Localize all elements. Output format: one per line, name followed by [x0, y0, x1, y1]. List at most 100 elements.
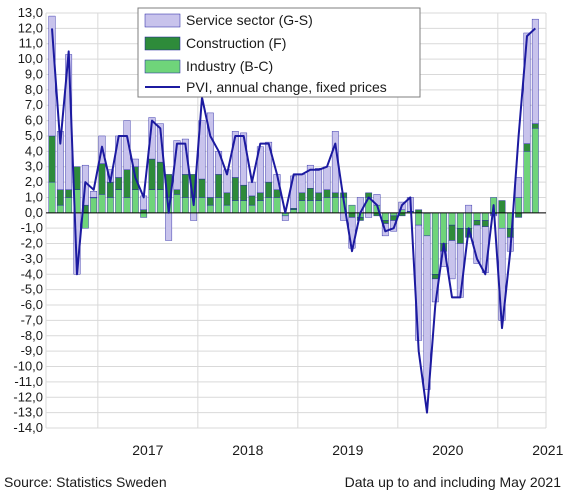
y-tick-label: 3,0	[25, 159, 43, 174]
y-axis-ticks: 13,012,011,010,09,08,07,06,05,04,03,02,0…	[13, 5, 43, 435]
bar-segment	[181, 138, 189, 175]
bar-segment	[515, 197, 523, 214]
year-label: 2020	[432, 442, 463, 458]
bar-segment	[115, 177, 123, 190]
year-label: 2021	[532, 442, 563, 458]
bar-segment	[531, 18, 539, 124]
bar-segment	[323, 189, 331, 198]
y-tick-label: -10,0	[13, 359, 43, 374]
pvi-series-line	[51, 27, 536, 414]
legend-swatch-industry	[144, 59, 181, 74]
bar-segment	[115, 189, 123, 214]
bar-segment	[515, 212, 523, 218]
bar-segment	[248, 195, 256, 206]
y-tick-label: 2,0	[25, 174, 43, 189]
bar-segment	[156, 161, 164, 190]
bar-segment	[473, 220, 481, 226]
bar-segment	[148, 117, 156, 160]
y-tick-label: 12,0	[18, 20, 43, 35]
bar-segment	[531, 123, 539, 129]
bar-segment	[498, 200, 506, 214]
bar-segment	[231, 200, 239, 214]
bar-segment	[456, 227, 464, 244]
bar-segment	[206, 204, 214, 214]
x-axis-year-labels: 2017 2018 2019 2020 2021	[132, 442, 563, 458]
bar-segment	[90, 191, 98, 198]
bar-segment	[423, 235, 431, 390]
year-label: 2018	[232, 442, 263, 458]
y-tick-label: -2,0	[21, 236, 43, 251]
legend-box	[137, 7, 421, 98]
bar-segment	[273, 197, 281, 214]
bar-segment	[231, 177, 239, 201]
bar-segment	[190, 212, 198, 221]
y-tick-label: -3,0	[21, 251, 43, 266]
bar-segment	[206, 197, 214, 206]
y-tick-label: -7,0	[21, 312, 43, 327]
year-label: 2019	[332, 442, 363, 458]
bar-segment	[331, 192, 339, 198]
bar-segment	[256, 192, 264, 201]
bar-segment	[148, 158, 156, 190]
bar-segment	[123, 197, 131, 214]
legend-label-pvi: PVI, annual change, fixed prices	[186, 79, 387, 95]
legend-swatch-service	[144, 13, 181, 28]
y-tick-label: -12,0	[13, 389, 43, 404]
bar-segment	[56, 204, 64, 214]
bar-segment	[98, 163, 106, 195]
y-tick-label: 4,0	[25, 143, 43, 158]
bar-segment	[240, 200, 248, 214]
y-tick-label: -1,0	[21, 220, 43, 235]
bar-segment	[173, 189, 181, 195]
bar-segment	[131, 189, 139, 214]
bar-segment	[198, 178, 206, 198]
y-tick-label: -11,0	[14, 374, 43, 389]
bar-segment	[65, 189, 73, 198]
y-tick-label: -9,0	[21, 343, 43, 358]
y-tick-label: 13,0	[18, 5, 43, 20]
bar-segment	[498, 212, 506, 229]
bar-segment	[481, 212, 489, 221]
bar-segment	[181, 197, 189, 214]
bar-segment	[215, 174, 223, 198]
y-tick-label: 0,0	[25, 205, 43, 220]
bar-segment	[48, 135, 56, 183]
bar-segment	[440, 212, 448, 244]
bar-segment	[148, 189, 156, 214]
bar-segment	[331, 197, 339, 214]
bar-segment	[48, 181, 56, 214]
bar-segment	[265, 181, 273, 198]
bar-segment	[423, 212, 431, 237]
bar-segment	[165, 212, 173, 241]
bar-segment	[115, 135, 123, 178]
data-range-note: Data up to and including May 2021	[344, 474, 561, 490]
bar-segment	[298, 192, 306, 201]
bar-segment	[348, 212, 356, 218]
bar-segment	[323, 197, 331, 214]
bar-segment	[215, 197, 223, 214]
bar-segment	[365, 212, 373, 218]
legend-label-service: Service sector (G-S)	[186, 12, 313, 28]
bar-segment	[523, 143, 531, 152]
bar-segment	[306, 164, 314, 189]
legend-swatch-construction	[144, 36, 181, 51]
bar-segment	[315, 168, 323, 194]
bar-segment	[156, 189, 164, 214]
bar-segment	[298, 200, 306, 214]
bar-segment	[456, 212, 464, 229]
year-label: 2017	[132, 442, 163, 458]
bar-segment	[223, 204, 231, 214]
bar-segment	[265, 197, 273, 214]
bar-segment	[281, 215, 289, 221]
bar-segment	[315, 192, 323, 201]
bar-segment	[273, 189, 281, 198]
bar-segment	[206, 112, 214, 198]
bar-segment	[306, 188, 314, 201]
bar-segment	[306, 200, 314, 214]
y-tick-label: -5,0	[21, 282, 43, 297]
bar-segment	[515, 177, 523, 198]
y-tick-label: 8,0	[25, 82, 43, 97]
bar-segment	[240, 184, 248, 201]
bar-segment	[123, 169, 131, 198]
bar-segment	[415, 212, 423, 226]
